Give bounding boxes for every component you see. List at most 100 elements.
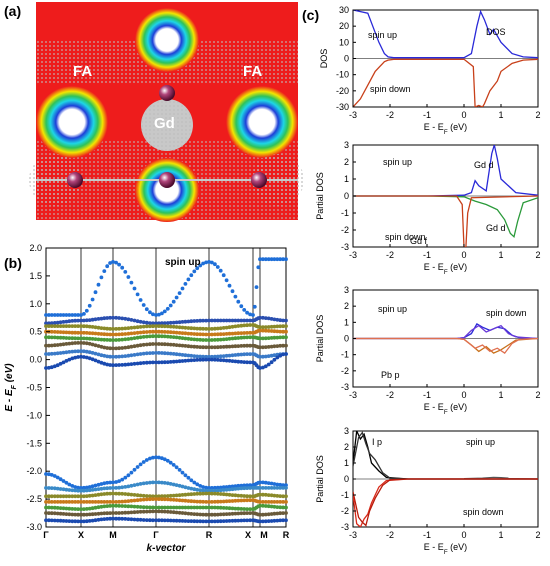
band-point [213,505,217,510]
band-point [52,351,57,356]
band-point [141,342,146,347]
band-point [160,509,164,514]
band-point [248,360,253,365]
band-point [242,507,247,511]
band-point [132,504,137,509]
band-point [52,486,57,491]
band-point [96,331,101,336]
band-point [44,472,48,476]
band-point [174,320,179,325]
dos-ytick-label: 2 [344,442,349,452]
band-point [135,330,140,335]
dos-xtick-label: 0 [461,110,466,120]
band-point [102,326,107,331]
band-point [177,352,182,357]
band-point [174,295,179,300]
band-point [275,352,280,357]
band-point [221,326,226,330]
band-point [239,360,244,364]
band-point [55,475,60,480]
band-point [254,285,259,289]
band-point [242,511,247,516]
band-point [148,456,152,461]
band-point [189,512,194,516]
band-point [135,319,140,324]
band-point [278,257,283,262]
band-point [123,492,128,496]
band-point [129,331,134,336]
band-point [177,468,182,472]
band-point [49,343,54,348]
band-point [269,329,274,333]
band-point [111,500,115,504]
band-series [44,341,288,351]
band-point [198,326,203,331]
dos-ytick-label: 0 [344,334,349,344]
band-point [245,343,250,348]
band-point [73,330,78,335]
band-point [82,341,86,345]
band-point [177,320,182,325]
band-point [138,505,143,509]
band-point [58,500,63,504]
band-point [168,482,173,486]
band-point [213,318,217,323]
band-point [162,334,167,339]
band-point [183,325,188,330]
band-point [165,360,170,364]
band-point [239,483,244,488]
band-series [44,491,288,499]
band-ytick-label: 1.5 [29,271,42,281]
band-point [245,486,250,490]
band-point [201,519,206,524]
band-point [258,519,262,524]
band-point [218,345,223,349]
band-point [99,337,104,342]
band-point [84,507,89,511]
band-point [102,353,107,358]
band-point [144,342,149,347]
band-point [186,519,191,523]
band-point [204,512,209,517]
band-point [157,509,161,514]
band-point [108,332,112,337]
band-point [108,338,112,342]
band-point [236,344,241,348]
band-point [261,519,265,524]
band-point [215,512,220,517]
band-point [195,345,200,349]
band-point [165,321,170,325]
band-point [180,470,185,475]
band-point [227,358,232,363]
band-point [183,519,188,523]
band-kpoint-label: Γ [43,530,49,540]
band-point [135,352,140,357]
band-point [186,353,191,358]
band-point [111,338,115,342]
band-point [245,323,250,328]
band-point [61,494,66,499]
band-point [151,505,155,510]
band-point [154,518,158,523]
band-point [138,330,143,335]
band-point [123,345,128,350]
band-point [207,512,211,517]
band-point [210,486,214,490]
band-point [141,324,146,329]
dos-xlabel-text: E - EF (eV) [424,122,467,136]
band-point [96,492,101,497]
band-point [58,477,63,482]
band-point [96,337,101,342]
band-point [114,491,118,496]
band-point [183,344,188,348]
band-point [227,506,232,511]
band-point [195,499,200,504]
band-point [186,336,191,341]
band-point [183,511,188,516]
band-point [168,320,173,325]
band-point [114,480,118,484]
band-point [73,519,78,524]
band-point [87,488,92,493]
band-point [132,498,137,503]
band-point [148,310,152,315]
